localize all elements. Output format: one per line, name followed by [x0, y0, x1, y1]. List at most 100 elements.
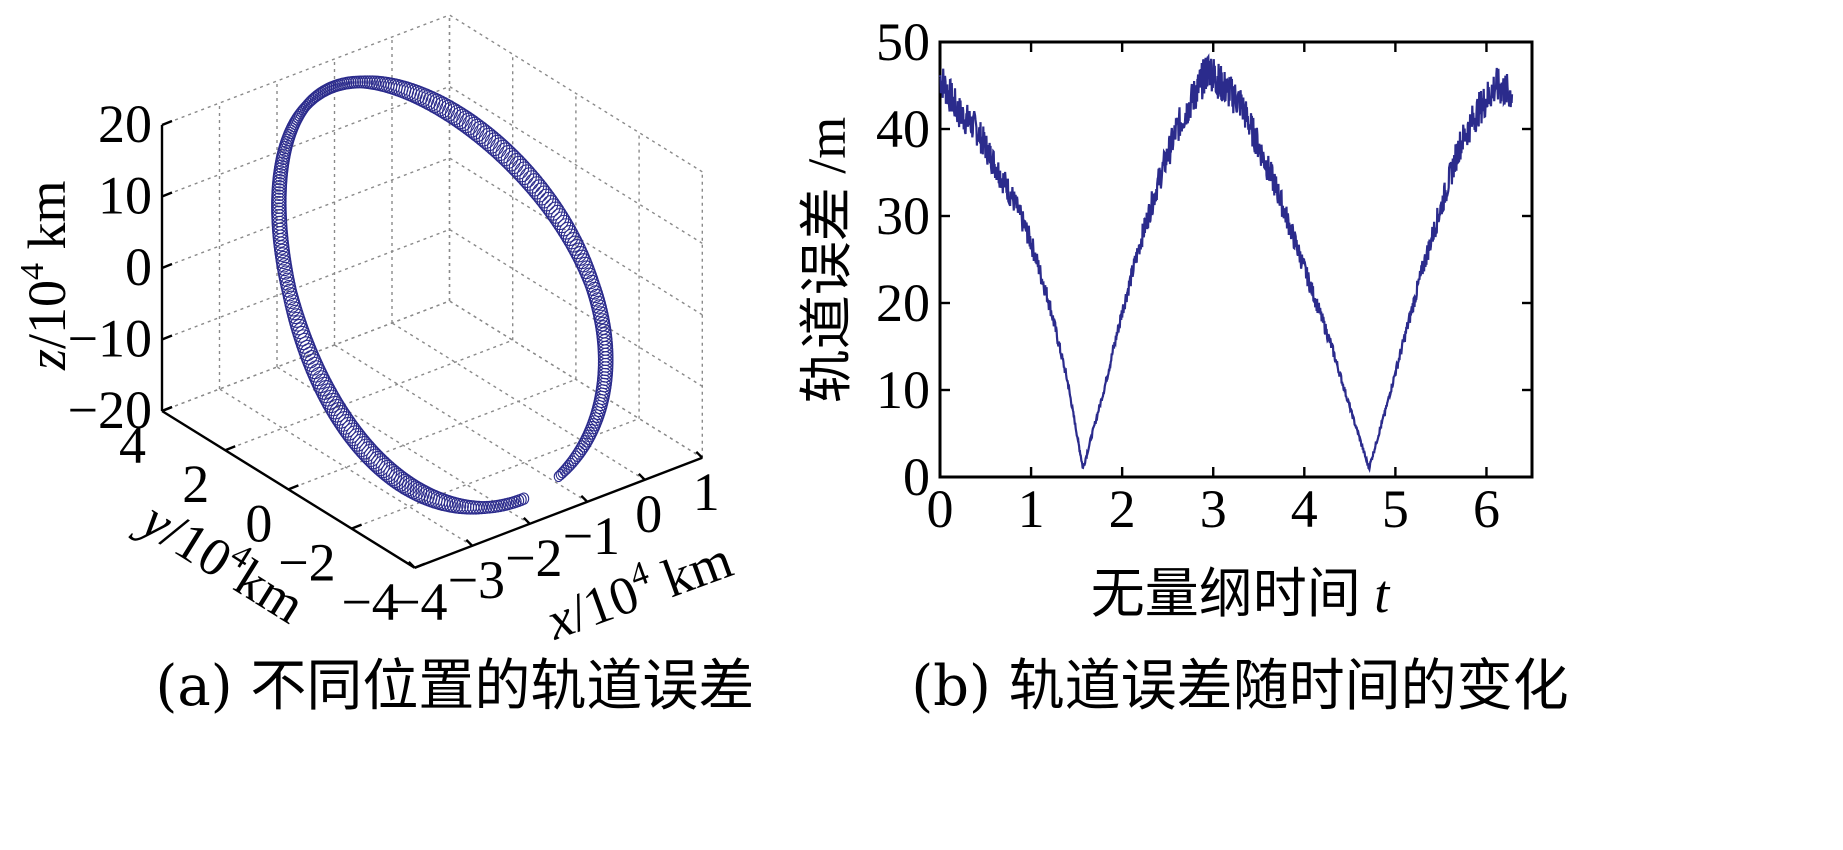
trajectory-marker — [347, 427, 368, 452]
grid-line — [449, 85, 703, 244]
trajectory-marker — [324, 395, 346, 420]
trajectory-marker — [503, 150, 524, 175]
y-tick-label: 10 — [876, 360, 930, 420]
trajectory-marker — [569, 450, 582, 465]
y-tick-label: 2 — [182, 454, 209, 514]
trajectory-marker — [500, 147, 522, 172]
chart-a-markers — [271, 75, 614, 515]
x-tick-label: −3 — [448, 550, 505, 610]
x-tick-label: −4 — [390, 572, 447, 632]
trajectory-marker — [574, 442, 587, 458]
trajectory-marker — [475, 500, 488, 515]
trajectory-marker — [506, 153, 527, 177]
z-tick-mark — [161, 119, 173, 127]
y-tick-mark — [161, 405, 173, 413]
grid-line — [161, 85, 450, 198]
trajectory-marker — [492, 139, 513, 164]
grid-line — [161, 300, 450, 412]
y-tick-label: 30 — [876, 186, 930, 246]
y-tick-label: 50 — [876, 12, 930, 72]
trajectory-marker — [489, 137, 511, 162]
z-tick-mark — [161, 191, 173, 198]
trajectory-marker — [323, 392, 344, 417]
x-tick-label: 4 — [1291, 479, 1318, 539]
trajectory-marker — [361, 75, 374, 89]
chart-b-ticks: 0 1 2 3 4 5 6 0 10 20 30 40 50 — [876, 12, 1532, 539]
z-tick-label: 20 — [98, 94, 152, 154]
x-tick-label: 0 — [927, 479, 954, 539]
x-tick-label: 5 — [1382, 479, 1409, 539]
z-tick-label: −20 — [68, 380, 152, 440]
y-tick-label: −2 — [278, 533, 335, 593]
grid-line — [449, 228, 703, 387]
x-tick-mark — [522, 516, 531, 525]
y-tick-mark — [351, 523, 363, 530]
trajectory-marker — [365, 448, 386, 472]
grid-line — [224, 339, 513, 451]
y-tick-mark — [287, 484, 299, 491]
trajectory-marker — [450, 106, 470, 130]
grid-line — [219, 388, 473, 547]
grid-line — [161, 157, 450, 269]
y-tick-mark — [414, 562, 426, 569]
y-tick-label: 0 — [245, 493, 272, 553]
trajectory-marker — [495, 142, 516, 167]
grid-line — [449, 300, 703, 459]
chart-a-grid — [161, 14, 703, 569]
trajectory-marker — [557, 466, 568, 479]
chart-b-line: 0 1 2 3 4 5 6 0 10 20 30 40 50 轨道误差 /m 无量纲时间 t (b) 轨… — [797, 12, 1569, 719]
z-tick-label: 0 — [125, 237, 152, 297]
trajectory-marker — [363, 75, 376, 90]
grid-line — [276, 366, 531, 525]
x-tick-label: 0 — [635, 484, 662, 544]
grid-line — [449, 14, 703, 173]
trajectory-marker — [478, 501, 490, 514]
grid-line — [161, 14, 450, 126]
x-tick-mark — [580, 494, 589, 503]
trajectory-marker — [559, 464, 570, 477]
chart-b-ylabel: 轨道误差 /m — [797, 117, 857, 404]
z-tick-mark — [161, 262, 173, 270]
chart-a-caption: (a) 不同位置的轨道误差 — [156, 654, 755, 719]
x-axis-line — [414, 456, 703, 569]
x-tick-label: 1 — [1018, 479, 1045, 539]
y-tick-label: −4 — [341, 572, 398, 632]
trajectory-marker — [357, 75, 369, 89]
chart-b-series-line — [938, 53, 1514, 474]
z-tick-mark — [161, 334, 173, 341]
y-tick-mark — [224, 445, 236, 452]
x-tick-mark — [465, 538, 474, 547]
trajectory-marker — [453, 108, 473, 132]
y-tick-label: 20 — [876, 273, 930, 333]
grid-line — [288, 378, 577, 491]
trajectory-marker — [518, 492, 530, 505]
trajectory-marker — [330, 405, 352, 429]
trajectory-marker — [359, 75, 371, 89]
x-tick-label: −2 — [505, 528, 562, 588]
trajectory-marker — [573, 445, 586, 460]
x-tick-mark — [407, 560, 416, 569]
chart-a-zlabel: z/104 km — [14, 180, 77, 371]
chart-b-plot-frame — [938, 40, 1534, 479]
x-tick-mark — [637, 472, 646, 481]
trajectory-marker — [326, 398, 348, 423]
x-tick-label: 2 — [1109, 479, 1136, 539]
x-tick-label: 1 — [693, 462, 720, 522]
chart-b-caption: (b) 轨道误差随时间的变化 — [911, 654, 1568, 719]
trajectory-marker — [472, 500, 485, 515]
trajectory-marker — [345, 425, 366, 450]
grid-line — [351, 417, 640, 530]
x-tick-label: 6 — [1473, 479, 1500, 539]
x-tick-label: 3 — [1200, 479, 1227, 539]
x-tick-mark — [695, 450, 704, 459]
trajectory-marker — [368, 450, 388, 474]
trajectory-marker — [456, 110, 476, 134]
trajectory-marker — [498, 144, 519, 169]
trajectory-marker — [328, 401, 350, 426]
chart-b-xlabel: 无量纲时间 t — [1091, 564, 1392, 624]
trajectory-marker — [481, 500, 493, 514]
z-tick-label: −10 — [68, 309, 152, 369]
